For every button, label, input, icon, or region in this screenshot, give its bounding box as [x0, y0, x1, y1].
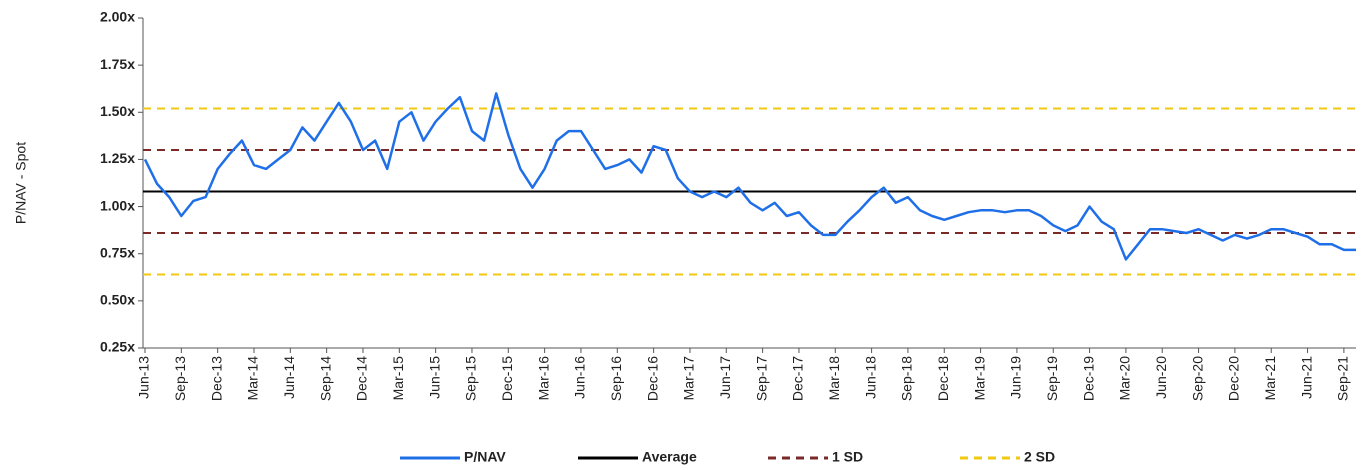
x-tick-label: Dec-18: [935, 356, 951, 401]
x-tick-label: Jun-14: [281, 356, 297, 399]
x-tick-label: Sep-19: [1044, 356, 1060, 401]
y-axis-label: P/NAV - Spot: [13, 142, 29, 224]
x-tick-label: Dec-17: [790, 356, 806, 401]
x-tick-label: Mar-20: [1117, 356, 1133, 401]
y-tick-label: 1.50x: [100, 103, 135, 119]
x-tick-label: Sep-13: [172, 356, 188, 401]
x-tick-label: Mar-15: [390, 356, 406, 401]
y-tick-label: 0.75x: [100, 244, 135, 260]
x-tick-label: Mar-14: [245, 356, 261, 401]
x-tick-label: Sep-17: [753, 356, 769, 401]
x-tick-label: Dec-19: [1080, 356, 1096, 401]
x-tick-label: Sep-16: [608, 356, 624, 401]
x-tick-label: Sep-15: [463, 356, 479, 401]
x-tick-label: Dec-15: [499, 356, 515, 401]
x-tick-label: Dec-16: [644, 356, 660, 401]
x-tick-label: Mar-17: [681, 356, 697, 401]
x-tick-label: Dec-20: [1226, 356, 1242, 401]
x-tick-label: Dec-14: [354, 356, 370, 401]
x-tick-label: Mar-21: [1262, 356, 1278, 401]
y-tick-label: 1.25x: [100, 150, 135, 166]
x-tick-label: Jun-13: [136, 356, 152, 399]
data-line: [143, 92, 1356, 261]
x-tick-label: Jun-16: [572, 356, 588, 399]
x-tick-label: Sep-20: [1189, 356, 1205, 401]
x-tick-label: Sep-18: [899, 356, 915, 401]
y-tick-label: 2.00x: [100, 9, 135, 25]
x-tick-label: Jun-15: [426, 356, 442, 399]
legend-label: 1 SD: [832, 449, 863, 465]
x-tick-label: Sep-21: [1335, 356, 1351, 401]
x-tick-label: Dec-13: [208, 356, 224, 401]
y-tick-label: 1.75x: [100, 56, 135, 72]
x-tick-label: Mar-19: [971, 356, 987, 401]
x-tick-label: Jun-21: [1298, 356, 1314, 399]
legend-label: Average: [642, 449, 697, 465]
y-tick-label: 0.50x: [100, 292, 135, 308]
x-tick-label: Mar-18: [826, 356, 842, 401]
x-tick-label: Jun-17: [717, 356, 733, 399]
x-tick-label: Jun-19: [1008, 356, 1024, 399]
x-tick-label: Jun-18: [862, 356, 878, 399]
x-tick-label: Jun-20: [1153, 356, 1169, 399]
x-tick-label: Mar-16: [535, 356, 551, 401]
legend-label: P/NAV: [464, 449, 506, 465]
x-tick-label: Sep-14: [317, 356, 333, 401]
legend-label: 2 SD: [1024, 449, 1055, 465]
y-tick-label: 0.25x: [100, 339, 135, 355]
y-tick-label: 1.00x: [100, 197, 135, 213]
